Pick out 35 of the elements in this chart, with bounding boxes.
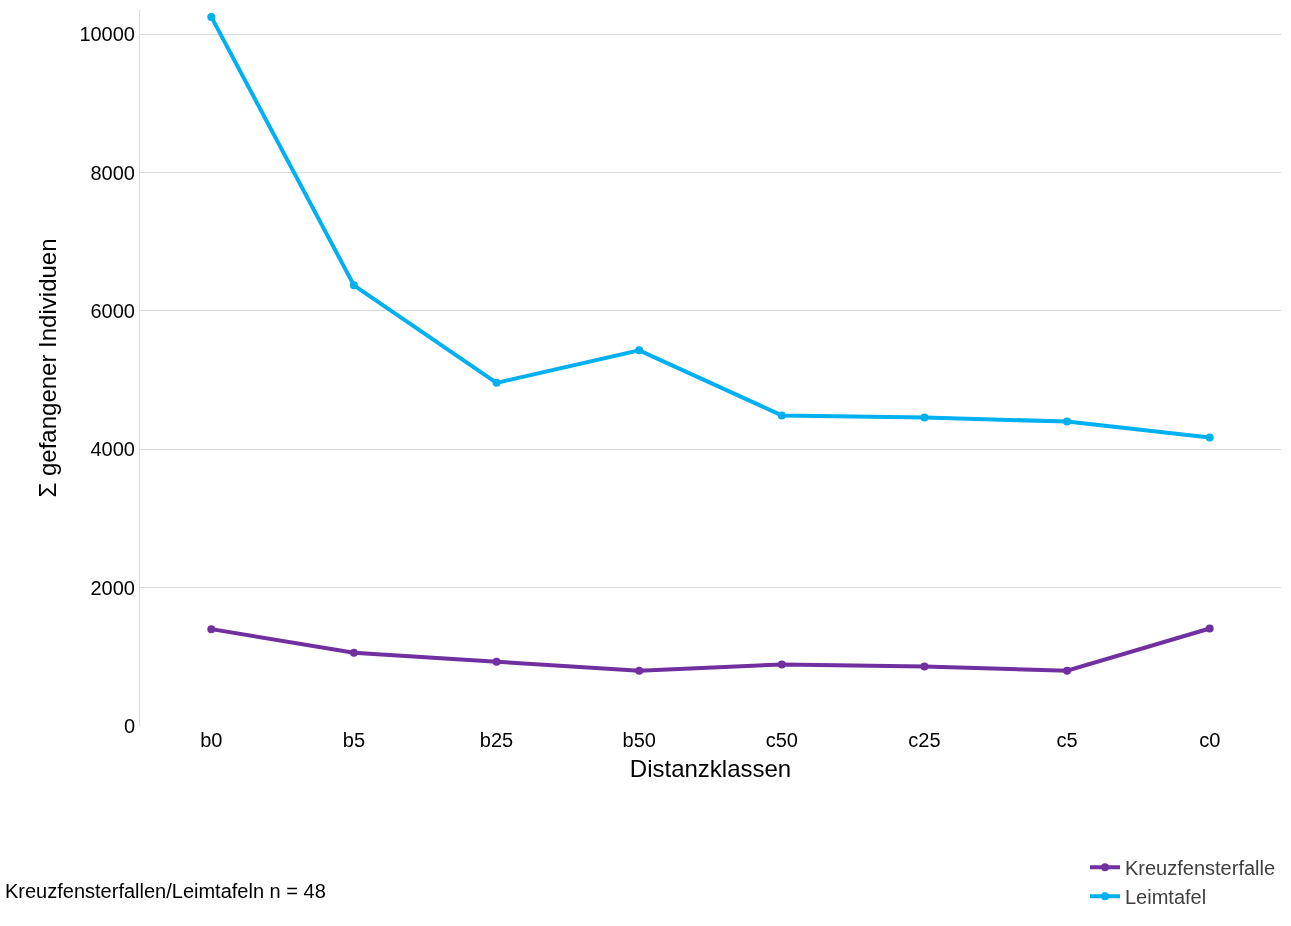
point [492, 657, 501, 666]
x-tick-label: c25 [908, 729, 941, 751]
point [207, 12, 216, 21]
x-tick-label: b25 [479, 729, 514, 751]
point [207, 625, 216, 634]
point [349, 281, 358, 290]
x-tick-label: b5 [342, 729, 366, 751]
x-tick-label: c0 [1199, 729, 1221, 751]
point [349, 648, 358, 657]
text: Kreuzfensterfallen/Leimtafeln n = 48 [5, 880, 326, 902]
y-tick-label: 6000 [90, 299, 135, 322]
y-tick-label: 8000 [90, 161, 135, 184]
x-tick-label: b0 [200, 729, 223, 751]
point [777, 660, 786, 669]
point [1205, 433, 1214, 442]
x-tick-label: b50 [622, 729, 656, 751]
legend-label: Kreuzfensterfalle [1125, 857, 1276, 880]
y-axis-title: Σ gefangener Individuen [34, 238, 62, 498]
point [635, 346, 644, 355]
x-tick-label: c5 [1056, 729, 1078, 751]
y-tick-label: 4000 [90, 438, 135, 461]
point [1205, 624, 1214, 633]
y-tick-label: 10000 [79, 23, 135, 46]
point [920, 413, 929, 422]
point [777, 411, 786, 420]
x-tick-label: c50 [765, 729, 798, 751]
legend-label: Leimtafel [1125, 886, 1207, 909]
y-tick-label: 2000 [90, 576, 135, 599]
point [635, 666, 644, 675]
x-axis-title: Distanzklassen [629, 755, 792, 783]
point [920, 662, 929, 671]
point [492, 378, 501, 387]
point [1063, 417, 1072, 426]
y-tick-label: 0 [123, 715, 135, 737]
point [1063, 666, 1072, 675]
